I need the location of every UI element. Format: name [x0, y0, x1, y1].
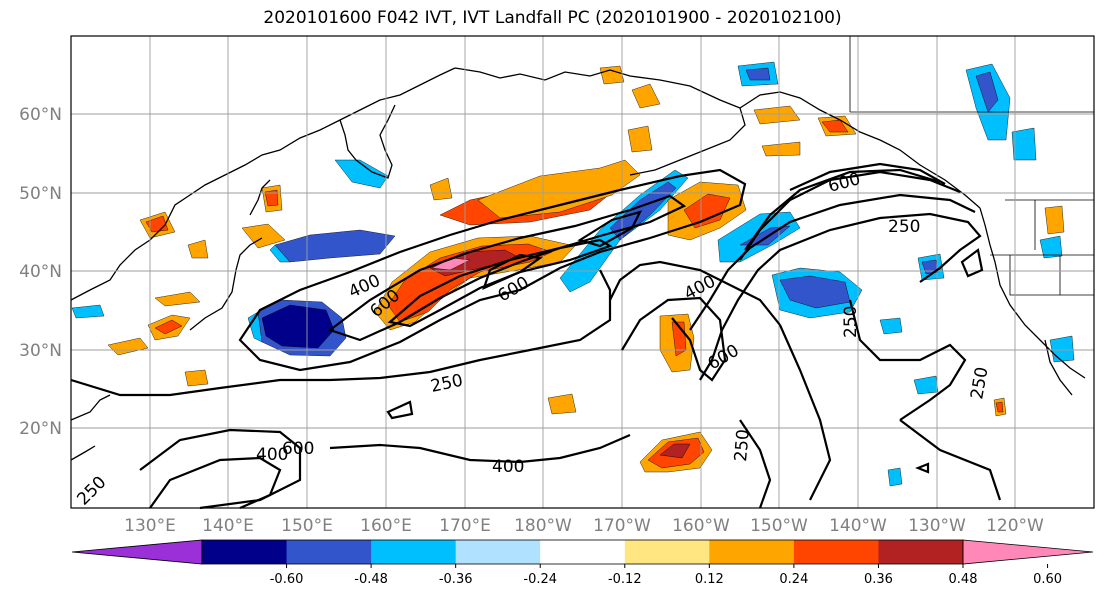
colorbar-tick-label: 0.36 — [864, 572, 893, 587]
colorbar: -0.60 -0.48 -0.36 -0.24 -0.12 0.12 0.24 0.36 0.4… — [71, 539, 1094, 587]
colorbar-swatch — [202, 540, 288, 564]
colorbar-swatch — [878, 540, 964, 564]
borders — [849, 36, 1094, 296]
colorbar-min-extension — [71, 539, 203, 565]
colorbar-tick-label: 0.48 — [949, 572, 978, 587]
lon-label: 130°W — [908, 516, 966, 536]
lat-label: 60°N — [19, 105, 62, 125]
colorbar-swatch — [793, 540, 879, 564]
colorbar-swatch — [455, 540, 541, 564]
colorbar-ticks: -0.60 -0.48 -0.36 -0.24 -0.12 0.12 0.24 0.36 0.4… — [270, 564, 1062, 587]
lat-label: 30°N — [19, 341, 62, 361]
colorbar-tick-label: -0.48 — [354, 572, 388, 587]
colorbar-tick-label: -0.24 — [523, 572, 557, 587]
lon-label: 140°E — [202, 516, 254, 536]
colorbar-max-extension — [962, 539, 1094, 565]
contour-label: 600 — [282, 439, 314, 459]
colorbar-segments — [71, 539, 1094, 565]
lon-label: 170°W — [593, 516, 651, 536]
lon-label: 130°E — [124, 516, 176, 536]
contour-label: 250 — [888, 217, 920, 237]
lon-label: 170°E — [439, 516, 491, 536]
lon-label: 120°W — [986, 516, 1044, 536]
colorbar-tick-label: -0.36 — [439, 572, 473, 587]
colorbar-tick-label: 0.24 — [779, 572, 808, 587]
colorbar-swatch — [371, 540, 457, 564]
colorbar-swatch — [540, 540, 626, 564]
lon-label: 160°W — [672, 516, 730, 536]
colorbar-outline — [201, 539, 964, 565]
coastlines — [70, 67, 1086, 461]
colorbar-swatch — [709, 540, 795, 564]
lon-label: 150°W — [750, 516, 808, 536]
lon-label: 140°W — [829, 516, 887, 536]
lon-label: 160°E — [360, 516, 412, 536]
lat-label: 40°N — [19, 262, 62, 282]
colorbar-tick-label: -0.60 — [270, 572, 304, 587]
latitude-labels: 60°N 50°N 40°N 30°N 20°N — [19, 105, 62, 439]
contour-label: 250 — [731, 428, 754, 462]
gridlines — [71, 36, 1094, 508]
contour-label: 400 — [492, 457, 524, 477]
colorbar-tick-label: 0.60 — [1033, 572, 1062, 587]
ivt-contours — [70, 162, 1002, 510]
contour-label: 400 — [256, 445, 288, 465]
colorbar-swatch — [624, 540, 710, 564]
colorbar-swatch — [286, 540, 372, 564]
lon-label: 150°E — [281, 516, 333, 536]
longitude-labels: 130°E 140°E 150°E 160°E 170°E 180°W 170°… — [124, 516, 1044, 536]
colorbar-tick-label: -0.12 — [608, 572, 642, 587]
contour-label: 250 — [841, 306, 861, 338]
colorbar-tick-label: 0.12 — [695, 572, 724, 587]
map-title: 2020101600 F042 IVT, IVT Landfall PC (20… — [263, 8, 842, 28]
lon-label: 180°W — [514, 516, 572, 536]
lat-label: 50°N — [19, 184, 62, 204]
map-panel: 600 400 600 250 400 600 600 250 250 250 … — [70, 35, 1095, 510]
lat-label: 20°N — [19, 419, 62, 439]
